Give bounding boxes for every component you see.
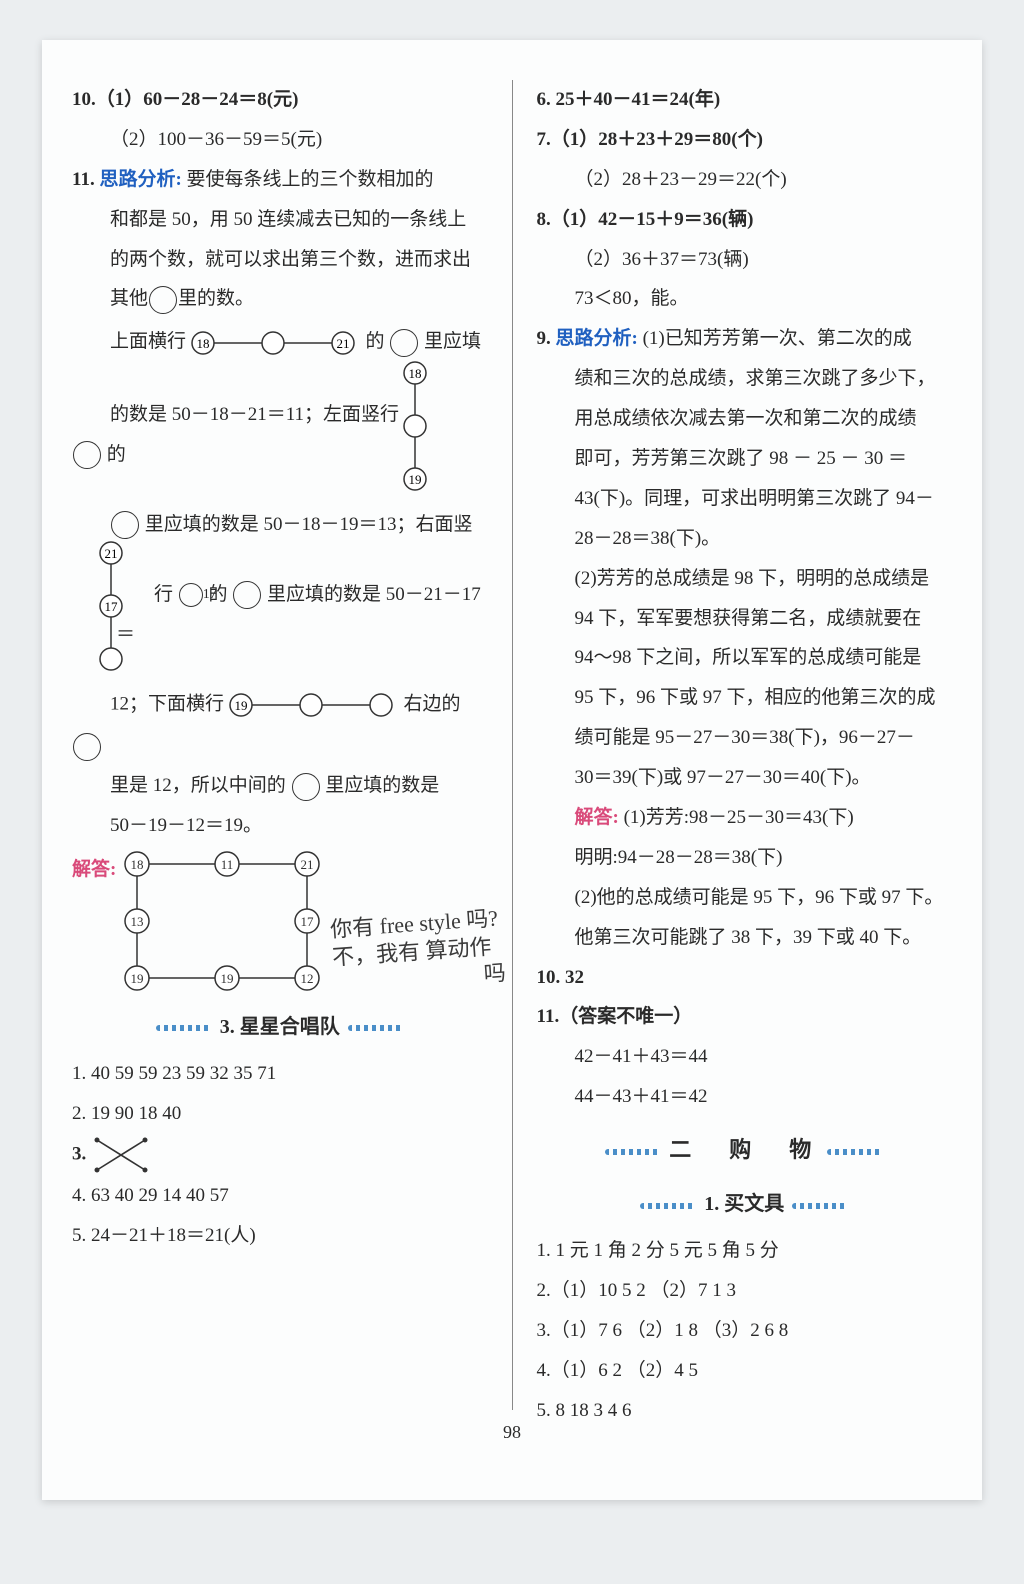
svg-text:21: 21 [336, 336, 349, 351]
q10-line1: 10.（1）60－28－24＝8(元) [72, 80, 488, 120]
r9-12: 30＝39(下)或 97－27－30＝40(下)。 [537, 758, 953, 798]
left-column: 10.（1）60－28－24＝8(元) （2）100－36－59＝5(元) 11… [72, 80, 488, 1410]
r9-9: 94～98 下之间，所以军军的总成绩可能是 [537, 638, 953, 678]
ans-3: 3. [72, 1134, 488, 1176]
r9-number: 9. [537, 328, 551, 349]
handwritten-note: 你有 free style 吗? 不，我有 算动作 吗 [329, 904, 506, 998]
r7b: （2）28＋23－29＝22(个) [537, 160, 953, 200]
q10-line2: （2）100－36－59＝5(元) [72, 120, 488, 160]
svg-text:19: 19 [408, 472, 421, 487]
s1: 1. 1 元 1 角 2 分 5 元 5 角 5 分 [537, 1231, 953, 1271]
svg-text:11: 11 [221, 857, 234, 872]
blank-circle-icon [149, 286, 177, 314]
svg-text:18: 18 [408, 366, 421, 381]
r7a: 7.（1）28＋23＋29＝80(个) [537, 120, 953, 160]
svg-text:19: 19 [234, 698, 247, 713]
svg-text:19: 19 [221, 971, 234, 986]
r8a: 8.（1）42－15＋9＝36(辆) [537, 200, 953, 240]
q11-head: 思路分析: [99, 169, 181, 190]
cross-match-icon [91, 1134, 151, 1176]
r9-7: (2)芳芳的总成绩是 98 下，明明的总成绩是 [537, 559, 953, 599]
r9-5: 43(下)。同理，可求出明明第三次跳了 94－ [537, 479, 953, 519]
ans-4: 4. 63 40 29 14 40 57 [72, 1176, 488, 1216]
r9-4: 即可，芳芳第三次跳了 98 － 25 － 30 ＝ [537, 439, 953, 479]
circle-17: 17 [179, 583, 203, 607]
q11-line1: 11. 思路分析: 要使每条线上的三个数相加的 [72, 160, 488, 200]
column-divider [512, 80, 513, 1410]
diagram-vert-2: 21 17 [96, 541, 126, 671]
jieda-label-2: 解答: [575, 807, 619, 828]
r8b: （2）36＋37＝73(辆) [537, 240, 953, 280]
page: 10.（1）60－28－24＝8(元) （2）100－36－59＝5(元) 11… [42, 40, 982, 1500]
q11-line11: 50－19－12＝19。 [72, 806, 488, 846]
blank-circle-icon [73, 441, 101, 469]
section-3-title: 3. 星星合唱队 [72, 1006, 488, 1048]
svg-text:13: 13 [131, 914, 144, 929]
r9-3: 用总成绩依次减去第一次和第二次的成绩 [537, 399, 953, 439]
svg-text:21: 21 [301, 857, 314, 872]
blank-circle-icon [233, 581, 261, 609]
q11-line8: 行 17 的 里应填的数是 50－21－17＝ [72, 545, 488, 685]
r9-11: 绩可能是 95－27－30＝38(下)，96－27－ [537, 718, 953, 758]
q11-number: 11. [72, 169, 95, 190]
jieda-label: 解答: [72, 846, 116, 890]
final-diagram: 18 11 21 13 17 19 19 12 [122, 846, 322, 996]
s3: 3.（1）7 6 （2）1 8 （3）2 6 8 [537, 1311, 953, 1351]
svg-text:19: 19 [131, 971, 144, 986]
r9-ans4: 他第三次可能跳了 38 下，39 下或 40 下。 [537, 918, 953, 958]
vertical-diagram-block-2: 21 17 行 17 的 里应填的数是 50－21－17＝ [72, 545, 488, 685]
svg-text:21: 21 [105, 546, 118, 561]
r9-line1: 9. 思路分析: (1)已知芳芳第一次、第二次的成 [537, 319, 953, 359]
s5: 5. 8 18 3 4 6 [537, 1391, 953, 1431]
r11a: 11.（答案不唯一） [537, 997, 953, 1037]
q11-text-1: 要使每条线上的三个数相加的 [187, 169, 434, 190]
ans-5: 5. 24－21＋18＝21(人) [72, 1216, 488, 1256]
diagram-vert-1: 18 19 [400, 361, 430, 491]
r9-head: 思路分析: [556, 328, 638, 349]
svg-text:18: 18 [131, 857, 144, 872]
q11-line7: 里应填的数是 50－18－19＝13；右面竖 [72, 505, 488, 545]
r9-ans1: 解答: (1)芳芳:98－25－30＝43(下) [537, 798, 953, 838]
q11-line5: 上面横行 18 21 的 里应填 [72, 319, 488, 365]
r8c: 73＜80，能。 [537, 279, 953, 319]
r9-ans3: (2)他的总成绩可能是 95 下，96 下或 97 下。 [537, 878, 953, 918]
r11c: 44－43＋41＝42 [537, 1077, 953, 1117]
blank-circle-icon [390, 329, 418, 357]
blank-circle-icon [292, 773, 320, 801]
s4: 4.（1）6 2 （2）4 5 [537, 1351, 953, 1391]
r10: 10. 32 [537, 958, 953, 998]
q11-text-2: 和都是 50，用 50 连续减去已知的一条线上 [72, 200, 488, 240]
diagram-bot-row: 19 [229, 690, 399, 720]
r6: 6. 25＋40－41＝24(年) [537, 80, 953, 120]
r9-2: 绩和三次的总成绩，求第三次跳了多少下， [537, 359, 953, 399]
two-column-layout: 10.（1）60－28－24＝8(元) （2）100－36－59＝5(元) 11… [72, 80, 952, 1410]
chapter-2-title: 二 购 物 [537, 1127, 953, 1173]
svg-text:12: 12 [301, 971, 314, 986]
svg-text:17: 17 [301, 914, 315, 929]
r9-8: 94 下，军军要想获得第二名，成绩就要在 [537, 599, 953, 639]
svg-text:17: 17 [105, 599, 119, 614]
q11-line10: 里是 12，所以中间的 里应填的数是 [72, 766, 488, 806]
r9-10: 95 下，96 下或 97 下，相应的他第三次的成 [537, 678, 953, 718]
q11-text-3: 的两个数，就可以求出第三个数，进而求出 [72, 240, 488, 280]
svg-text:18: 18 [196, 336, 209, 351]
q11-text-4: 其他里的数。 [72, 279, 488, 319]
ans-2: 2. 19 90 18 40 [72, 1094, 488, 1134]
blank-circle-icon [73, 733, 101, 761]
vertical-diagram-block-1: 的数是 50－18－21＝11；左面竖行 的 18 19 [72, 365, 488, 505]
s2: 2.（1）10 5 2 （2）7 1 3 [537, 1271, 953, 1311]
blank-circle-icon [111, 511, 139, 539]
r11b: 42－41＋43＝44 [537, 1037, 953, 1077]
r9-6: 28－28＝38(下)。 [537, 519, 953, 559]
q11-line9: 12；下面横行 19 右边的 [72, 684, 488, 766]
diagram-top-row: 18 21 [191, 328, 361, 358]
right-column: 6. 25＋40－41＝24(年) 7.（1）28＋23＋29＝80(个) （2… [537, 80, 953, 1410]
section-shop-1-title: 1. 买文具 [537, 1183, 953, 1225]
r9-ans2: 明明:94－28－28＝38(下) [537, 838, 953, 878]
ans-1: 1. 40 59 59 23 59 32 35 71 [72, 1054, 488, 1094]
